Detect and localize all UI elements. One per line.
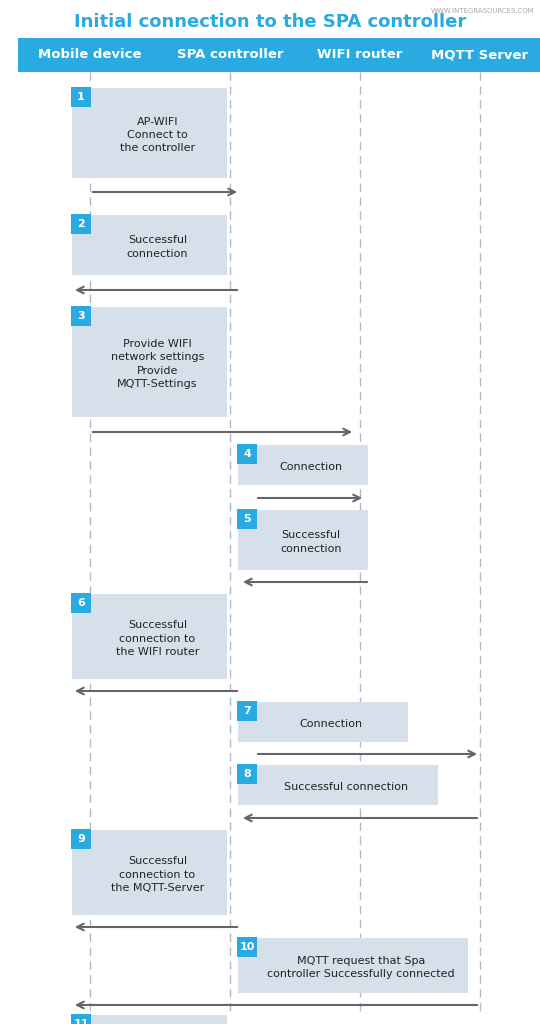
Text: Successful
connection: Successful connection bbox=[280, 530, 342, 554]
FancyBboxPatch shape bbox=[71, 306, 91, 326]
FancyBboxPatch shape bbox=[237, 764, 257, 784]
FancyBboxPatch shape bbox=[237, 509, 257, 529]
Text: 6: 6 bbox=[77, 598, 85, 608]
Text: MQTT Server: MQTT Server bbox=[431, 48, 529, 61]
Text: 1: 1 bbox=[77, 92, 85, 102]
Text: 4: 4 bbox=[243, 449, 251, 459]
FancyBboxPatch shape bbox=[72, 1015, 227, 1024]
FancyBboxPatch shape bbox=[18, 38, 163, 72]
Text: SPA controller: SPA controller bbox=[177, 48, 284, 61]
FancyBboxPatch shape bbox=[71, 829, 91, 849]
Text: AP-WIFI
Connect to
the controller: AP-WIFI Connect to the controller bbox=[120, 117, 195, 154]
FancyBboxPatch shape bbox=[237, 444, 257, 464]
FancyBboxPatch shape bbox=[72, 307, 227, 417]
FancyBboxPatch shape bbox=[238, 510, 368, 570]
FancyBboxPatch shape bbox=[295, 38, 425, 72]
Text: Successful
connection to
the WIFI router: Successful connection to the WIFI router bbox=[116, 621, 199, 656]
Text: 11: 11 bbox=[73, 1019, 89, 1024]
Text: WIFI router: WIFI router bbox=[318, 48, 403, 61]
Text: 10: 10 bbox=[239, 942, 255, 952]
Text: Mobile device: Mobile device bbox=[38, 48, 141, 61]
FancyBboxPatch shape bbox=[420, 38, 540, 72]
FancyBboxPatch shape bbox=[71, 87, 91, 106]
Text: Initial connection to the SPA controller: Initial connection to the SPA controller bbox=[74, 13, 466, 31]
Text: MQTT request that Spa
controller Successfully connected: MQTT request that Spa controller Success… bbox=[267, 955, 455, 979]
FancyBboxPatch shape bbox=[72, 215, 227, 275]
FancyBboxPatch shape bbox=[238, 765, 438, 805]
Text: WWW.INTEGRASOURCES.COM: WWW.INTEGRASOURCES.COM bbox=[431, 8, 535, 14]
FancyBboxPatch shape bbox=[72, 88, 227, 178]
Text: Provide WIFI
network settings
Provide
MQTT-Settings: Provide WIFI network settings Provide MQ… bbox=[111, 339, 204, 389]
Text: 7: 7 bbox=[243, 706, 251, 716]
Text: Connection: Connection bbox=[279, 462, 342, 472]
Text: Successful connection: Successful connection bbox=[284, 782, 408, 792]
FancyBboxPatch shape bbox=[71, 593, 91, 613]
FancyBboxPatch shape bbox=[237, 701, 257, 721]
FancyBboxPatch shape bbox=[155, 38, 305, 72]
FancyBboxPatch shape bbox=[238, 702, 408, 742]
Text: 3: 3 bbox=[77, 311, 85, 321]
Text: 8: 8 bbox=[243, 769, 251, 779]
FancyBboxPatch shape bbox=[71, 214, 91, 234]
Text: Successful
connection: Successful connection bbox=[127, 236, 188, 259]
FancyBboxPatch shape bbox=[71, 1014, 91, 1024]
Text: Connection: Connection bbox=[300, 719, 362, 729]
FancyBboxPatch shape bbox=[72, 594, 227, 679]
Text: 5: 5 bbox=[243, 514, 251, 524]
Text: 9: 9 bbox=[77, 834, 85, 844]
FancyBboxPatch shape bbox=[238, 938, 468, 993]
Text: Successful
connection to
the MQTT-Server: Successful connection to the MQTT-Server bbox=[111, 856, 204, 893]
FancyBboxPatch shape bbox=[237, 937, 257, 957]
FancyBboxPatch shape bbox=[238, 445, 368, 485]
FancyBboxPatch shape bbox=[72, 830, 227, 915]
Text: 2: 2 bbox=[77, 219, 85, 229]
